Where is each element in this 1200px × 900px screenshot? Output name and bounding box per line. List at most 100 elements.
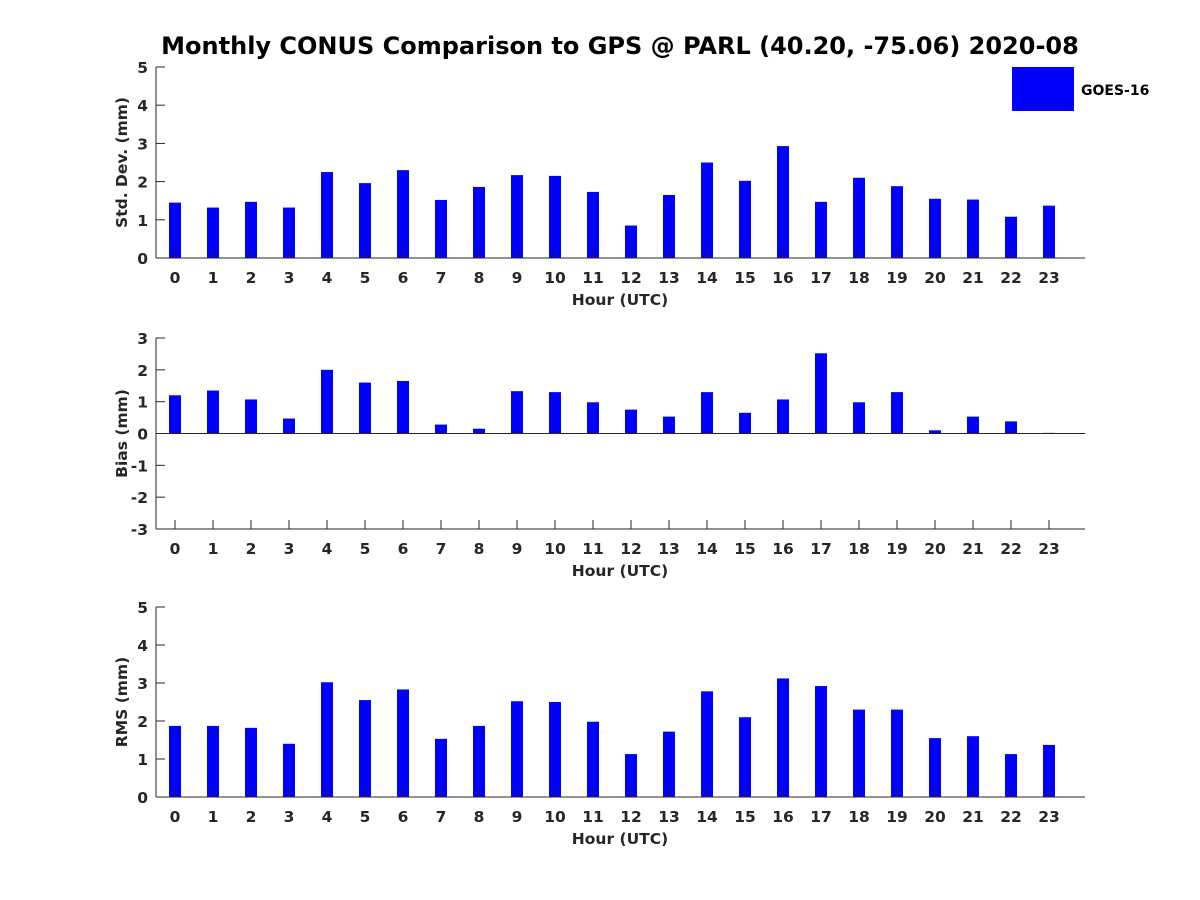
bar-hour-20 [929, 198, 941, 258]
x-tick-label: 21 [962, 540, 984, 558]
x-tick-label: 7 [436, 269, 447, 287]
bar-hour-15 [739, 180, 751, 258]
bar-hour-7 [435, 199, 447, 258]
x-tick-label: 15 [734, 540, 756, 558]
bar-hour-4 [321, 682, 333, 797]
bar-hour-11 [587, 721, 599, 797]
bar-hour-3 [283, 418, 295, 434]
bar-hour-8 [473, 186, 485, 258]
bar-hour-5 [359, 700, 371, 797]
bar-hour-16 [777, 399, 789, 434]
x-tick-label: 2 [246, 540, 257, 558]
bar-hour-9 [511, 391, 523, 434]
x-tick-label: 23 [1038, 269, 1060, 287]
x-tick-label: 12 [620, 540, 642, 558]
x-tick-label: 7 [436, 540, 447, 558]
bar-hour-16 [777, 146, 789, 258]
x-tick-label: 8 [474, 540, 485, 558]
bar-hour-9 [511, 175, 523, 258]
bar-hour-10 [549, 702, 561, 797]
bar-hour-1 [207, 725, 219, 797]
y-tick-label: 4 [137, 637, 148, 655]
y-axis-label: Bias (mm) [113, 389, 131, 478]
bar-hour-17 [815, 353, 827, 434]
x-tick-label: 5 [360, 269, 371, 287]
bar-hour-23 [1043, 744, 1055, 797]
bar-hour-1 [207, 207, 219, 258]
x-tick-label: 5 [360, 808, 371, 826]
bar-hour-14 [701, 392, 713, 434]
bar-hour-22 [1005, 754, 1017, 797]
x-tick-label: 6 [398, 269, 409, 287]
x-tick-label: 11 [582, 269, 604, 287]
bar-hour-21 [967, 416, 979, 434]
x-tick-label: 22 [1000, 269, 1022, 287]
y-axis-label: RMS (mm) [113, 657, 131, 747]
x-tick-label: 3 [284, 269, 295, 287]
x-tick-label: 10 [544, 269, 566, 287]
x-tick-label: 18 [848, 540, 870, 558]
bar-hour-14 [701, 162, 713, 258]
bar-hour-13 [663, 416, 675, 434]
y-tick-label: -3 [131, 521, 148, 539]
x-tick-label: 8 [474, 808, 485, 826]
bar-hour-18 [853, 709, 865, 797]
bar-hour-8 [473, 428, 485, 434]
x-tick-label: 13 [658, 808, 680, 826]
x-tick-label: 16 [772, 540, 794, 558]
bar-hour-22 [1005, 421, 1017, 434]
x-tick-label: 4 [322, 269, 333, 287]
x-tick-label: 17 [810, 269, 832, 287]
x-tick-label: 23 [1038, 540, 1060, 558]
legend-label: GOES-16 [1081, 83, 1149, 99]
bar-hour-11 [587, 191, 599, 258]
x-tick-label: 12 [620, 269, 642, 287]
y-tick-label: -1 [131, 457, 148, 475]
x-tick-label: 10 [544, 540, 566, 558]
x-tick-label: 9 [512, 269, 523, 287]
x-tick-label: 22 [1000, 808, 1022, 826]
x-tick-label: 14 [696, 808, 718, 826]
bar-hour-5 [359, 382, 371, 434]
x-tick-label: 20 [924, 269, 946, 287]
x-tick-label: 15 [734, 269, 756, 287]
x-tick-label: 22 [1000, 540, 1022, 558]
x-tick-label: 11 [582, 540, 604, 558]
chart-title: Monthly CONUS Comparison to GPS @ PARL (… [161, 32, 1079, 60]
x-tick-label: 19 [886, 269, 908, 287]
x-tick-label: 13 [658, 269, 680, 287]
y-tick-label: 3 [137, 135, 148, 153]
bar-hour-22 [1005, 216, 1017, 258]
x-tick-label: 21 [962, 269, 984, 287]
x-tick-label: 10 [544, 808, 566, 826]
x-tick-label: 11 [582, 808, 604, 826]
x-tick-label: 1 [208, 540, 219, 558]
bar-hour-19 [891, 392, 903, 434]
y-tick-label: 3 [137, 330, 148, 348]
bar-hour-20 [929, 738, 941, 797]
y-tick-label: 2 [137, 362, 148, 380]
bar-hour-3 [283, 743, 295, 797]
y-axis-label: Std. Dev. (mm) [113, 97, 131, 228]
x-tick-label: 7 [436, 808, 447, 826]
x-tick-label: 0 [170, 269, 181, 287]
bar-hour-18 [853, 177, 865, 258]
x-tick-label: 6 [398, 540, 409, 558]
x-tick-label: 12 [620, 808, 642, 826]
bar-hour-6 [397, 380, 409, 434]
x-tick-label: 3 [284, 540, 295, 558]
bar-hour-7 [435, 738, 447, 797]
bar-hour-13 [663, 194, 675, 258]
x-tick-label: 6 [398, 808, 409, 826]
bar-hour-6 [397, 689, 409, 797]
x-tick-label: 13 [658, 540, 680, 558]
bar-hour-5 [359, 183, 371, 258]
bar-hour-4 [321, 369, 333, 434]
x-tick-label: 1 [208, 808, 219, 826]
y-tick-label: 4 [137, 97, 148, 115]
bar-hour-0 [169, 725, 181, 797]
x-tick-label: 8 [474, 269, 485, 287]
